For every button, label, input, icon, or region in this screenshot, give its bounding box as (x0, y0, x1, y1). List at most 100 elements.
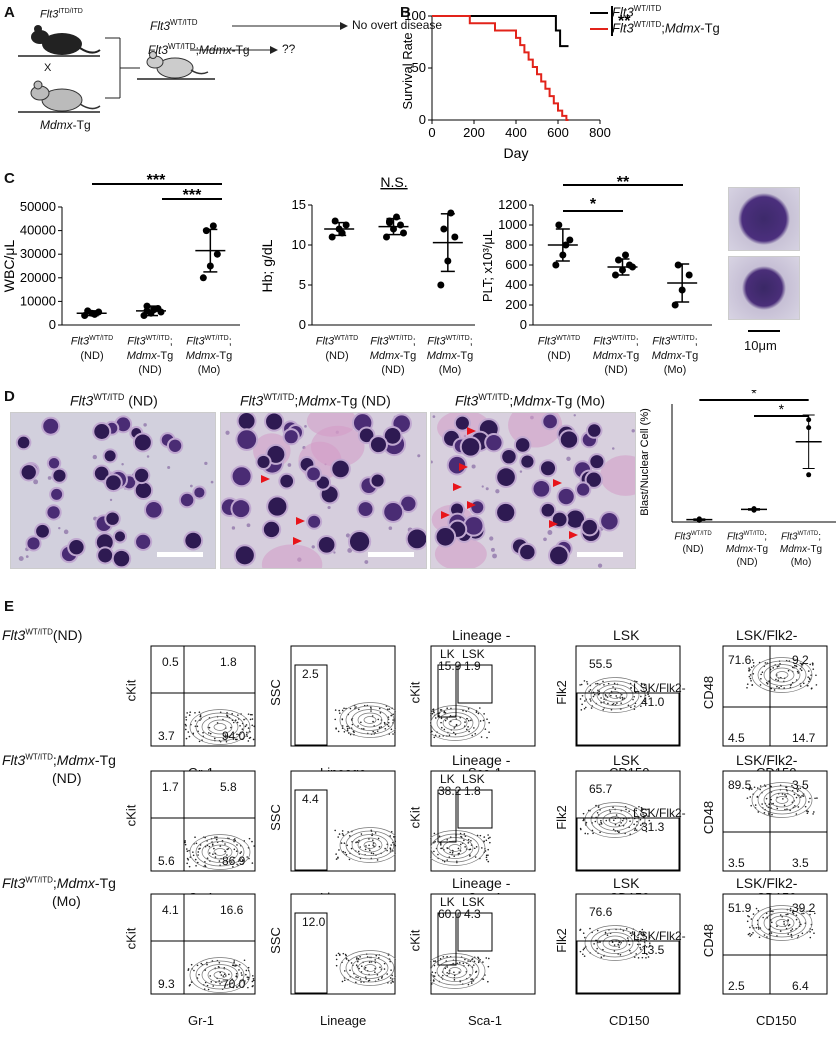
flow-event (776, 685, 778, 688)
flow-event (809, 663, 811, 666)
flow-event (752, 932, 754, 934)
flow-event (615, 695, 618, 697)
flow-event (592, 695, 595, 698)
flow-event (801, 662, 803, 665)
flow-event (621, 698, 624, 701)
flow-event (602, 948, 604, 951)
flow-event (247, 727, 250, 729)
cell-nucleus (371, 474, 384, 487)
flow-event (377, 957, 380, 959)
gate-lsk-flk2 (576, 692, 680, 746)
cell-nucleus (43, 418, 59, 434)
flow-event (350, 962, 353, 964)
flow-event (446, 966, 449, 968)
flow-event (204, 861, 206, 863)
flow-event (473, 727, 475, 729)
flow-ylabel-ckit: cKit (123, 679, 139, 702)
flow-event (784, 808, 786, 811)
micrograph-3 (430, 412, 636, 569)
cd-ul: 89.5 (728, 778, 752, 792)
plt-ytick-label: 0 (520, 317, 527, 332)
ssc-gate-value: 2.5 (302, 667, 319, 681)
flow-row-sublabel-2: (ND) (52, 770, 82, 786)
flow-event (355, 976, 357, 978)
micro-speck (121, 462, 124, 466)
cell-nucleus (266, 413, 283, 430)
micro-scale-bar (157, 552, 203, 557)
flow-event (605, 819, 608, 822)
flow-event (248, 837, 251, 840)
micro-speck (287, 463, 292, 467)
flow-event (748, 915, 750, 918)
flow-event (433, 832, 436, 835)
flow-event (811, 664, 814, 666)
flow-event (448, 734, 451, 737)
flow-event (470, 978, 472, 981)
plt-point (552, 261, 560, 269)
flow-event (346, 727, 349, 730)
flow-event (579, 698, 582, 700)
flow-contour (596, 932, 634, 954)
hb-ylabel: Hb; g/dL (259, 239, 275, 292)
flow-event (453, 727, 456, 729)
flow-event (337, 857, 339, 859)
flow-event (642, 808, 645, 811)
flow-event (779, 930, 782, 932)
flow-event (757, 928, 760, 930)
flow-event (455, 724, 458, 727)
arrowhead-icon (453, 483, 462, 491)
flow-event (251, 718, 254, 720)
flow-event (481, 847, 483, 849)
cell-nucleus (558, 488, 574, 505)
flow-event (383, 962, 386, 965)
arrowhead-icon (569, 531, 578, 539)
flow-event (341, 709, 344, 712)
flow-event (813, 932, 815, 935)
flow-event (485, 856, 488, 859)
micro-speck (58, 526, 61, 530)
flow-event (777, 679, 779, 682)
cell-nucleus (48, 458, 60, 469)
flow-contour (339, 827, 396, 863)
flow-plot-cd-3 (722, 893, 828, 995)
flow-event (761, 671, 764, 674)
flow-event (641, 809, 643, 811)
arrowhead-icon (293, 537, 302, 545)
flow-event (431, 730, 433, 733)
flow-event (188, 865, 191, 868)
flow-event (637, 934, 639, 937)
micro-speck (18, 556, 24, 562)
micro-speck (231, 526, 236, 530)
flow-event (370, 706, 372, 709)
flow-event (467, 964, 470, 967)
flow-event (748, 667, 750, 669)
flow-event (610, 708, 613, 711)
hb-ytick-label: 10 (292, 237, 306, 252)
flow-event (471, 978, 474, 980)
flow-event (251, 975, 254, 977)
flow-event (247, 966, 250, 969)
flow-event (334, 829, 336, 832)
flow-event (219, 971, 222, 974)
flow-event (647, 693, 649, 696)
flow-event (392, 981, 394, 983)
flow-event (234, 738, 237, 741)
hb-sig: N.S. (380, 174, 407, 190)
flow-event (776, 807, 779, 810)
flow-event (334, 709, 337, 711)
flow-xlabel-cd150: CD150 (609, 1013, 650, 1028)
flow-plot-cd-2 (722, 770, 828, 872)
flow-frame (722, 770, 828, 872)
flow-event (747, 915, 749, 917)
flow-event (750, 933, 753, 936)
flow-contour (351, 709, 389, 731)
flow-event (392, 836, 395, 838)
ssc-gate-value: 12.0 (302, 915, 326, 929)
flow-event (214, 856, 217, 858)
flow-frame (290, 645, 396, 747)
flow-event (245, 973, 247, 976)
micro-speck (327, 505, 331, 510)
flow-event (809, 797, 811, 800)
flow-contour (602, 812, 628, 828)
panel-b-label: B (400, 4, 411, 21)
